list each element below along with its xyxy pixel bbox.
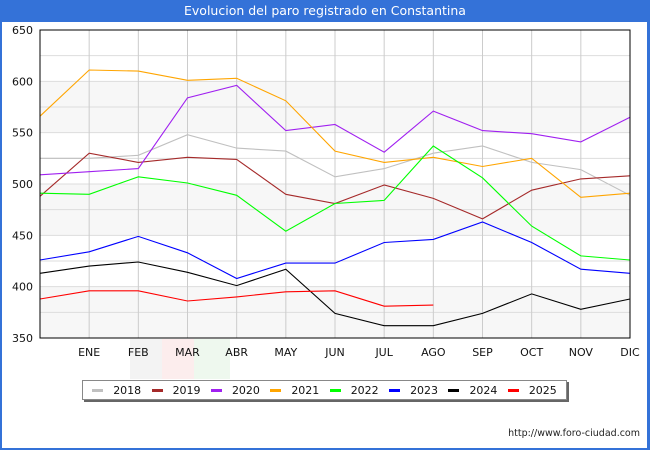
legend-item-2023: 2023 (389, 384, 438, 397)
x-tick-label: MAR (175, 346, 200, 359)
y-tick-label: 350 (12, 332, 33, 345)
legend-swatch (507, 388, 519, 392)
legend-swatch (210, 388, 222, 392)
x-tick-label: JUN (324, 346, 345, 359)
x-tick-label: SEP (472, 346, 493, 359)
legend-item-2024: 2024 (448, 384, 497, 397)
x-tick-label: AGO (421, 346, 446, 359)
plot-border (39, 29, 631, 339)
legend-swatch (92, 388, 104, 392)
y-tick-label: 650 (12, 24, 33, 37)
x-tick-label: JUL (374, 346, 393, 359)
legend-swatch (270, 388, 282, 392)
chart-title: Evolucion del paro registrado en Constan… (184, 3, 466, 18)
x-tick-label: ABR (225, 346, 248, 359)
legend-label: 2022 (350, 383, 379, 397)
legend-label: 2021 (291, 383, 320, 397)
source-url: http://www.foro-ciudad.com (508, 428, 640, 439)
y-axis-ticks: 350 400 450 500 550 600 650 (12, 24, 33, 345)
y-tick-label: 450 (12, 229, 33, 242)
x-tick-label: MAY (274, 346, 297, 359)
y-tick-label: 600 (12, 75, 33, 88)
series-line-2025 (39, 290, 434, 307)
legend-swatch (329, 388, 341, 392)
x-tick-label: OCT (520, 346, 543, 359)
legend: 2018 2019 2020 2021 2022 2023 2024 2025 (82, 380, 567, 400)
legend-item-2021: 2021 (270, 384, 319, 397)
legend-item-2022: 2022 (329, 383, 379, 397)
legend-item-2018: 2018 (92, 384, 141, 397)
series-line-2021 (39, 69, 631, 198)
legend-label: 2025 (528, 383, 557, 397)
x-tick-label: ENE (78, 346, 100, 359)
series-line-2022 (39, 145, 631, 261)
series-line-2020 (39, 84, 631, 176)
y-tick-label: 400 (12, 281, 33, 294)
x-tick-label: DIC (620, 346, 640, 359)
series-line-2024 (39, 261, 631, 327)
legend-label: 2024 (469, 383, 498, 397)
x-axis-ticks: ENE FEB MAR ABR MAY JUN JUL AGO SEP OCT NOV DIC (78, 346, 640, 359)
series-line-2018 (40, 134, 631, 196)
series-line-2023 (39, 221, 631, 280)
legend-swatch (448, 388, 460, 392)
x-tick-label: NOV (569, 346, 594, 359)
legend-label: 2020 (231, 383, 260, 397)
legend-swatch (151, 388, 163, 392)
legend-item-2019: 2019 (151, 383, 201, 397)
legend-item-2020: 2020 (210, 383, 260, 397)
legend-label: 2023 (410, 383, 439, 397)
y-tick-label: 550 (12, 127, 33, 140)
x-tick-label: FEB (128, 346, 149, 359)
y-tick-label: 500 (12, 178, 33, 191)
legend-item-2025: 2025 (507, 383, 557, 397)
series-lines (39, 69, 631, 327)
flag-watermark (130, 339, 230, 379)
legend-label: 2019 (172, 383, 201, 397)
legend-label: 2018 (113, 383, 142, 397)
legend-swatch (389, 388, 401, 392)
